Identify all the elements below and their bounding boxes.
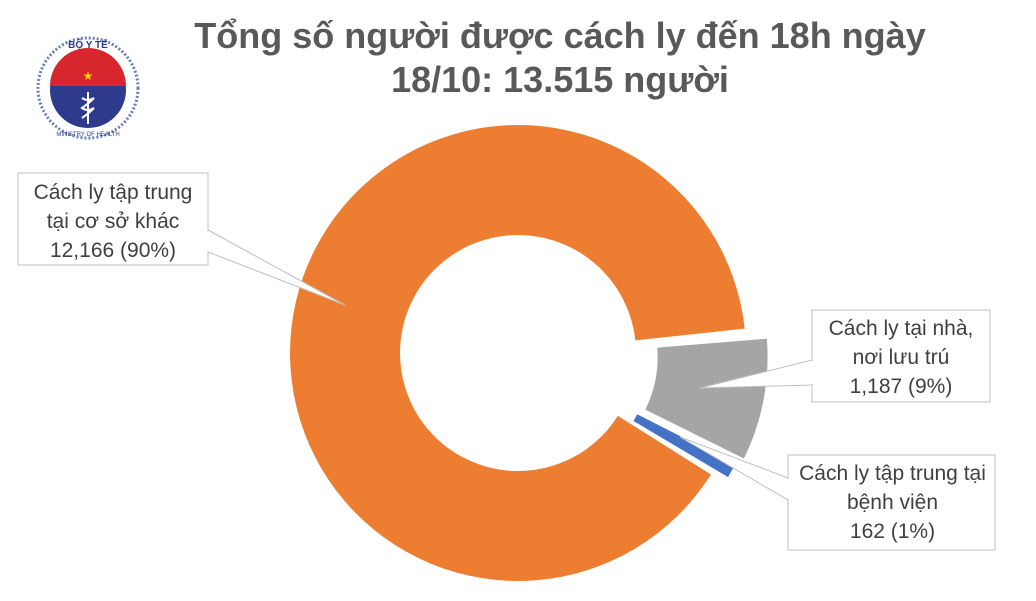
label-line: bệnh viện — [846, 491, 939, 514]
label-line: Cách ly tại nhà, — [828, 317, 974, 340]
svg-text:★: ★ — [83, 69, 94, 83]
data-label-co-so-khac: Cách ly tập trung tại cơ sở khác 12,166 … — [20, 178, 206, 265]
slice-0 — [289, 125, 745, 581]
callout-box-2 — [787, 454, 996, 551]
ministry-of-health-logo: ★ BỘ Y TẾ MINISTRY OF HEALTH — [36, 36, 140, 140]
label-value: 12,166 (90%) — [49, 239, 177, 262]
chart-title: Tổng số người được cách ly đến 18h ngày … — [130, 14, 990, 102]
svg-text:BỘ Y TẾ: BỘ Y TẾ — [68, 38, 108, 51]
title-line-1: Tổng số người được cách ly đến 18h ngày — [194, 15, 926, 56]
label-line: tại cơ sở khác — [46, 210, 180, 233]
callout-box-1 — [811, 309, 991, 403]
data-label-tai-nha: Cách ly tại nhà, nơi lưu trú 1,187 (9%) — [812, 314, 990, 401]
svg-text:MINISTRY OF HEALTH: MINISTRY OF HEALTH — [56, 132, 119, 138]
data-label-benh-vien: Cách ly tập trung tại bệnh viện 162 (1%) — [790, 459, 995, 546]
slice-1 — [645, 338, 768, 459]
label-value: 162 (1%) — [849, 520, 936, 543]
label-line: nơi lưu trú — [852, 346, 950, 369]
callout-box-0 — [17, 172, 209, 266]
title-line-2: 18/10: 13.515 người — [391, 59, 729, 100]
label-value: 1,187 (9%) — [849, 375, 953, 398]
label-line: Cách ly tập trung — [33, 181, 193, 204]
callouts — [17, 172, 996, 551]
slice-2 — [633, 414, 736, 478]
label-line: Cách ly tập trung tại — [799, 462, 986, 485]
